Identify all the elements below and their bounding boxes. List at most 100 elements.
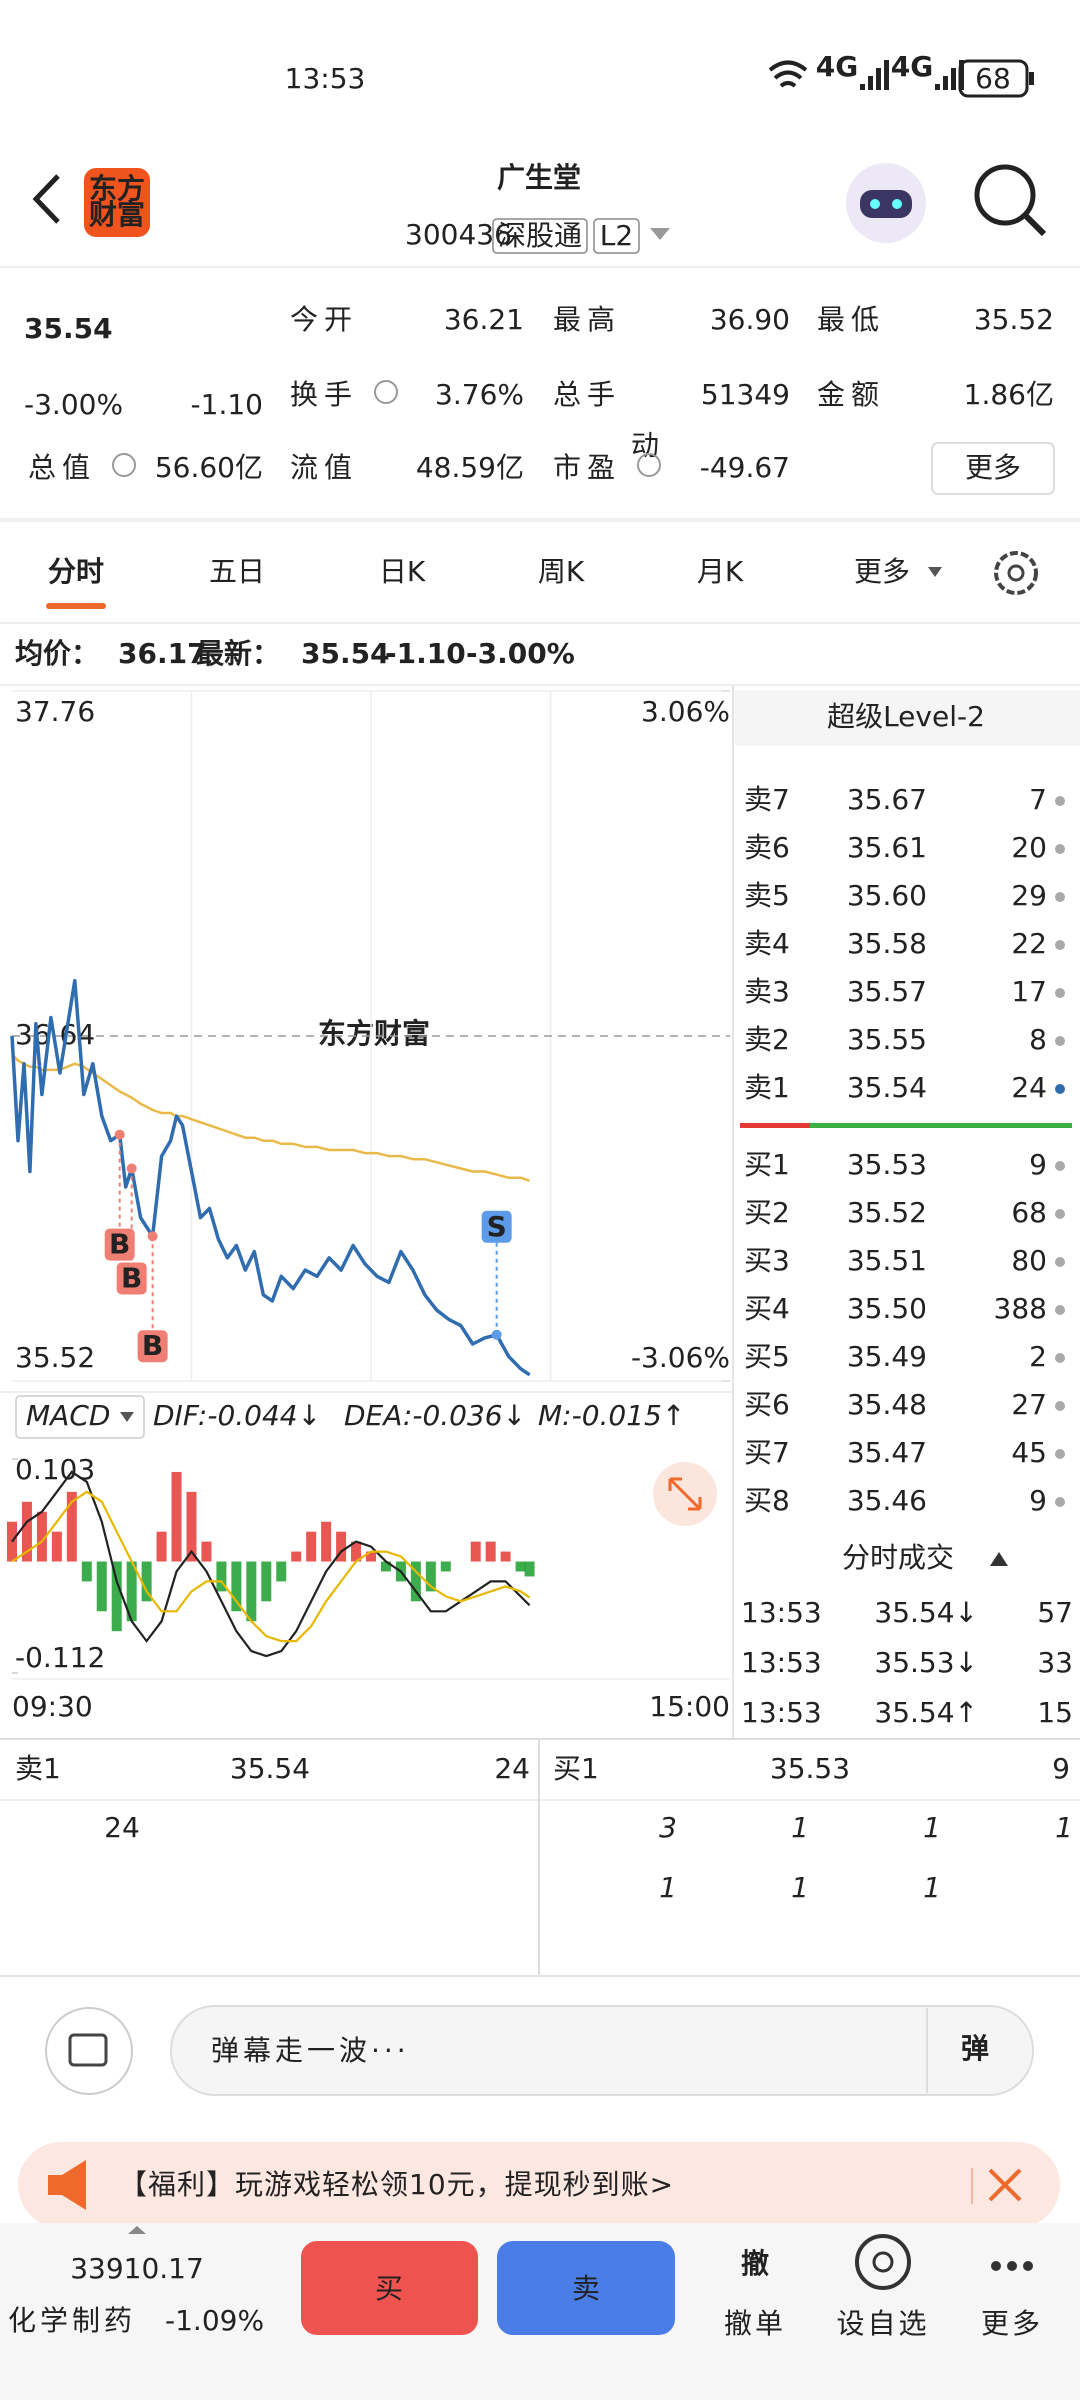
macd-bar [366, 1551, 376, 1562]
queue-order: 1 [923, 1811, 941, 1844]
queue-order: 1 [923, 1871, 941, 1904]
sell-button[interactable] [497, 2241, 675, 2335]
avatar-eye [870, 199, 880, 209]
dropdown-icon [928, 567, 942, 577]
book-label: 买1 [744, 1148, 790, 1181]
book-price: 35.57 [847, 975, 927, 1008]
book-price: 35.54 [847, 1071, 927, 1104]
book-price: 35.67 [847, 783, 927, 816]
macd-bar [66, 1491, 77, 1562]
marker-badge [137, 1330, 168, 1363]
y-tick-label: 0.103 [15, 1453, 95, 1486]
watchlist-icon[interactable] [855, 2234, 911, 2290]
macd-bar [216, 1561, 227, 1592]
tab[interactable]: 五日 [209, 555, 265, 588]
ad-text: 【福利】玩游戏轻松领10元，提现秒到账> [119, 2168, 674, 2201]
tab[interactable]: 日K [379, 555, 426, 588]
search-icon[interactable] [974, 164, 1036, 226]
comment-placeholder: 弹幕走一波··· [211, 2034, 410, 2067]
macd-bar [96, 1561, 107, 1612]
tab[interactable]: 周K [538, 555, 585, 588]
trade-price: 35.54↓ [874, 1596, 978, 1629]
macd-bar [21, 1501, 32, 1562]
y-tick-label: 35.52 [15, 1341, 95, 1374]
danmaku-button[interactable]: 弹 [961, 2032, 989, 2065]
field-label: 今开 [290, 303, 358, 336]
sort-icon [990, 1552, 1008, 1566]
book-price: 35.51 [847, 1244, 927, 1277]
comment-settings[interactable] [45, 2007, 133, 2095]
macd-bar [410, 1561, 421, 1602]
tab[interactable]: 月K [697, 555, 744, 588]
book-price: 35.48 [847, 1388, 927, 1421]
info-change-pct: -3.00% [466, 637, 575, 670]
last-price: 35.54 [24, 312, 113, 345]
macd-bar [291, 1551, 302, 1562]
field-value: 48.59亿 [416, 451, 524, 484]
tab[interactable]: 分时 [48, 555, 104, 588]
more-dot[interactable] [1023, 2261, 1033, 2271]
cancel-icon[interactable]: 撤 [741, 2247, 769, 2280]
book-price: 35.61 [847, 831, 927, 864]
book-dot [1055, 1305, 1065, 1315]
macd-bar [321, 1521, 332, 1562]
info-avg: 36.17 [118, 637, 207, 670]
macd-bar [425, 1561, 436, 1592]
macd-bar [186, 1491, 197, 1562]
signal-bar [951, 68, 956, 90]
more-button[interactable] [931, 442, 1055, 495]
trade-volume: 15 [1037, 1696, 1073, 1729]
info-icon[interactable] [637, 453, 661, 477]
book-dot [1055, 1449, 1065, 1459]
info-icon[interactable] [374, 380, 398, 404]
book-dot [1055, 1353, 1065, 1363]
more-dot[interactable] [1007, 2261, 1017, 2271]
queue-label: 卖1 [15, 1752, 61, 1785]
trades-title[interactable]: 分时成交 [842, 1541, 954, 1574]
price-line [10, 978, 531, 1377]
y-tick-label: -0.112 [15, 1641, 105, 1674]
stock-tag-box [492, 218, 588, 254]
book-price: 35.58 [847, 927, 927, 960]
settings-icon[interactable] [994, 551, 1038, 595]
field-value: 36.90 [710, 303, 790, 336]
more-dot[interactable] [991, 2261, 1001, 2271]
comment-input[interactable] [170, 2005, 1034, 2096]
info-change: -1.10 [385, 637, 466, 670]
indicator-select[interactable] [15, 1395, 145, 1439]
dropdown-icon[interactable] [650, 228, 670, 240]
ad-banner[interactable] [18, 2142, 1060, 2228]
book-dot [1055, 1401, 1065, 1411]
signal-bar [876, 68, 881, 90]
book-dot [1055, 1084, 1065, 1094]
action-label[interactable]: 设自选 [836, 2307, 929, 2340]
back-button[interactable] [32, 174, 60, 224]
book-volume: 68 [1011, 1196, 1047, 1229]
macd-bar [524, 1561, 535, 1577]
macd-bar [156, 1531, 167, 1562]
order-book-title[interactable]: 超级Level-2 [827, 700, 985, 733]
book-label: 买2 [744, 1196, 790, 1229]
trade-time: 13:53 [741, 1646, 822, 1679]
buy-button[interactable] [301, 2241, 478, 2335]
average-line [11, 1053, 531, 1182]
stock-tag: L2 [600, 219, 633, 252]
info-icon[interactable] [112, 453, 136, 477]
book-volume: 22 [1011, 927, 1047, 960]
book-dot [1055, 1497, 1065, 1507]
queue-price: 35.53 [770, 1752, 850, 1785]
avatar-face [860, 190, 912, 218]
buy-label: 买 [375, 2272, 403, 2305]
macd-bar [201, 1541, 212, 1562]
action-label[interactable]: 撤单 [724, 2307, 786, 2340]
field-value: 56.60亿 [155, 451, 263, 484]
field-superscript: 动 [631, 429, 659, 462]
action-label[interactable]: 更多 [981, 2307, 1043, 2340]
close-icon[interactable] [988, 2168, 1022, 2202]
book-volume: 8 [1029, 1023, 1047, 1056]
trade-time: 13:53 [741, 1596, 822, 1629]
marker-point [114, 1129, 125, 1140]
tab[interactable]: 更多 [854, 555, 910, 588]
queue-order: 24 [104, 1811, 140, 1844]
field-value: 35.52 [974, 303, 1054, 336]
